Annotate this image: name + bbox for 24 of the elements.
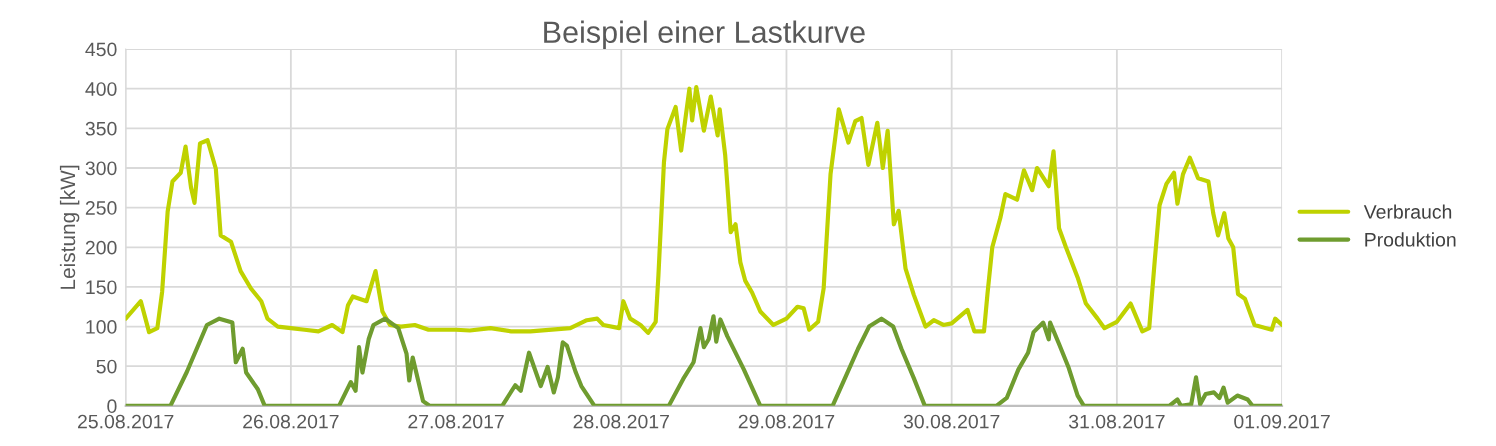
- x-tick-label: 31.08.2017: [1068, 414, 1165, 429]
- line-series: [125, 85, 1283, 335]
- y-tick-label: 50: [96, 359, 117, 374]
- x-tick-label: 29.08.2017: [738, 414, 835, 429]
- y-tick-label: 0: [107, 399, 117, 414]
- y-tick-label: 250: [85, 201, 117, 215]
- y-axis-title: Leistung [kW]: [59, 165, 80, 289]
- y-tick-label: 200: [85, 240, 117, 255]
- x-tick-label: 30.08.2017: [903, 414, 1000, 429]
- y-tick-label: 300: [85, 161, 117, 176]
- x-tick-label: 26.08.2017: [243, 414, 339, 429]
- legend-label: Produktion: [1365, 232, 1456, 247]
- y-tick-label: 100: [86, 320, 117, 334]
- line-series: [125, 314, 1283, 406]
- x-tick-label: 25.08.2017: [77, 414, 174, 429]
- y-tick-label: 450: [85, 42, 117, 57]
- legend-label: Verbrauch: [1363, 204, 1452, 219]
- y-tick-label: 150: [86, 280, 117, 295]
- x-tick-label: 01.09.2017: [1234, 414, 1330, 429]
- chart-title: Beispiel einer Lastkurve: [544, 20, 865, 50]
- y-tick-label: 400: [85, 82, 117, 96]
- y-tick-label: 350: [85, 121, 117, 136]
- x-tick-label: 27.08.2017: [408, 414, 504, 429]
- x-tick-label: 28.08.2017: [573, 414, 669, 429]
